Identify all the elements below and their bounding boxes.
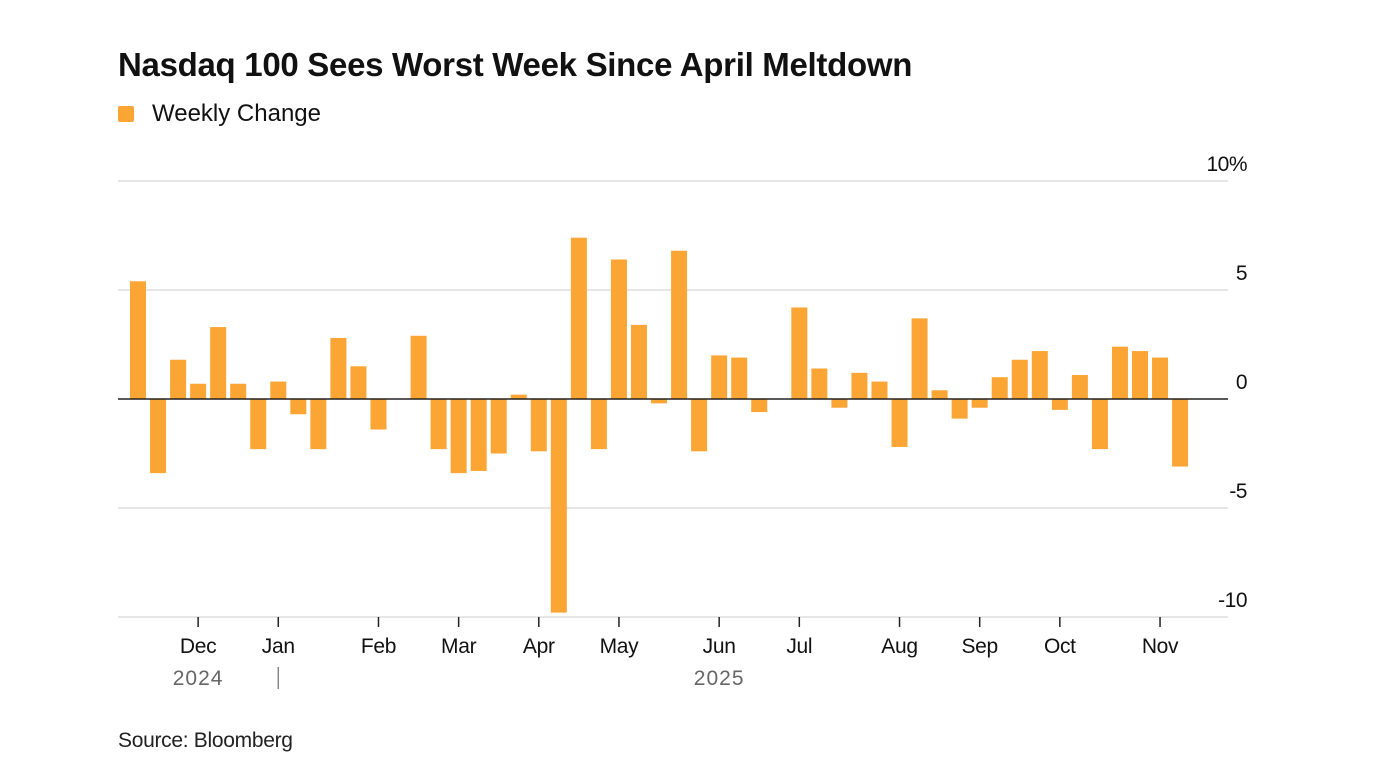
bar	[1071, 375, 1088, 399]
bar	[1111, 346, 1128, 399]
legend-swatch-weekly-change	[118, 106, 134, 122]
bar	[1172, 399, 1189, 467]
bar	[691, 399, 708, 452]
x-tick-label: Jun	[703, 635, 736, 658]
bar	[1152, 357, 1169, 399]
y-tick-label: -5	[1229, 480, 1247, 503]
bar	[190, 383, 207, 399]
bar	[170, 359, 187, 399]
x-tick-label: Mar	[441, 635, 477, 658]
bar	[911, 318, 928, 399]
bar	[350, 366, 367, 399]
x-tick-label: Nov	[1142, 635, 1179, 658]
bars	[130, 237, 1189, 613]
bar	[370, 399, 387, 430]
bar	[250, 399, 267, 450]
x-tick-label: Dec	[180, 635, 216, 658]
bar	[871, 381, 888, 399]
x-tick-label: Sep	[961, 635, 997, 658]
x-tick-label: Jan	[262, 635, 295, 658]
chart-title: Nasdaq 100 Sees Worst Week Since April M…	[118, 46, 913, 83]
bar	[230, 383, 247, 399]
bar	[410, 335, 427, 399]
bar	[1132, 351, 1148, 399]
y-tick-label: -10	[1218, 589, 1247, 612]
year-label: 2025	[694, 667, 745, 690]
bar	[731, 357, 748, 399]
bar	[330, 337, 347, 399]
bar	[1091, 399, 1108, 450]
bar	[651, 399, 668, 404]
bar	[430, 399, 447, 450]
x-tick-label: Oct	[1044, 635, 1076, 658]
bar	[1051, 399, 1068, 410]
bar	[550, 399, 567, 613]
year-label: 2024	[173, 667, 224, 690]
bar	[951, 399, 968, 419]
y-tick-label: 0	[1236, 371, 1247, 394]
bar	[210, 327, 227, 399]
bar	[991, 377, 1008, 399]
x-tick-label: May	[600, 635, 640, 658]
bar	[310, 399, 327, 450]
bar	[851, 372, 868, 399]
bar	[891, 399, 908, 447]
bar	[530, 399, 547, 452]
bar	[130, 281, 146, 399]
bar	[150, 399, 167, 474]
x-tick-label: Aug	[881, 635, 917, 658]
x-tick-label: Apr	[523, 635, 555, 658]
bar	[671, 250, 688, 399]
bar	[290, 399, 307, 415]
bar	[931, 390, 948, 399]
bar	[971, 399, 988, 408]
legend: Weekly Change	[118, 100, 321, 128]
bar	[751, 399, 768, 413]
source-note: Source: Bloomberg	[118, 729, 293, 752]
axes: 10% 5 0 -5 -10 Dec Jan Feb Mar Apr May Jun Jul Aug Sep…	[118, 153, 1248, 690]
bar	[791, 307, 808, 399]
bar	[470, 399, 487, 471]
bar	[1011, 359, 1028, 399]
x-tick-label: Jul	[786, 635, 812, 658]
bar	[711, 355, 728, 399]
bar	[490, 399, 507, 454]
y-tick-label: 10%	[1206, 153, 1247, 176]
bar	[570, 237, 587, 399]
y-tick-label: 5	[1236, 262, 1247, 285]
bar	[1031, 351, 1048, 399]
bar	[450, 399, 467, 474]
legend-label: Weekly Change	[152, 100, 321, 127]
x-tick-label: Feb	[361, 635, 396, 658]
bar	[590, 399, 607, 450]
bar	[270, 381, 287, 399]
bar	[510, 394, 527, 399]
bar	[831, 399, 848, 408]
bar	[610, 259, 627, 399]
bar	[811, 368, 828, 399]
bar	[631, 324, 647, 399]
